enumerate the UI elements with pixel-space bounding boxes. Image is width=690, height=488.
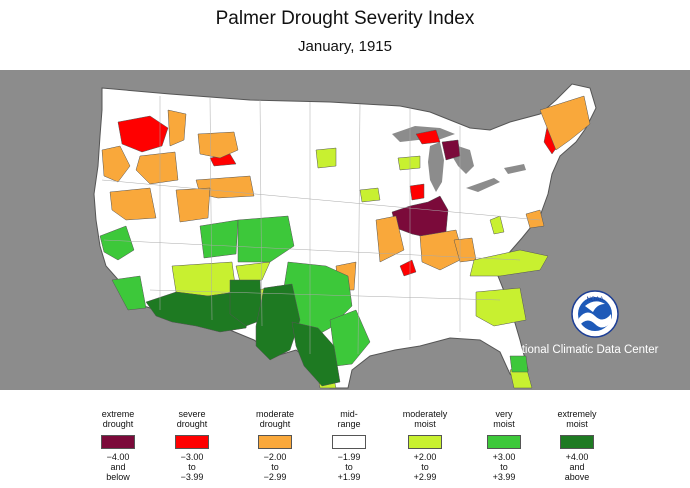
legend-range-line: to [421, 462, 429, 472]
lake-ontario [504, 164, 526, 174]
legend-label-line: severe [178, 409, 206, 419]
lake-michigan [428, 142, 444, 192]
legend-item-mid-range: mid-range −1.99 to +1.99 [306, 409, 392, 482]
map-subtitle: January, 1915 [298, 38, 392, 55]
legend-item-severe-drought: severe drought −3.00 to −3.99 [149, 409, 235, 482]
legend-range-line: +2.99 [413, 472, 437, 482]
legend-label: moderately moist [382, 409, 468, 429]
legend-label-line: extremely [557, 409, 597, 419]
legend-item-very-moist: very moist +3.00 to +3.99 [461, 409, 547, 482]
legend-range: +4.00 and above [534, 452, 620, 482]
extremely-moist-regions [145, 279, 341, 387]
legend-range: −1.99 to +1.99 [306, 452, 392, 482]
legend-label-line: very [495, 409, 513, 419]
legend-label: extremely moist [534, 409, 620, 429]
noaa-logo: NOAA [571, 290, 619, 338]
legend-range-line: above [564, 472, 590, 482]
ncdc-credit: National Climatic Data Center [507, 344, 659, 356]
legend-label-line: moderately [402, 409, 448, 419]
legend-range-line: −3.99 [180, 472, 204, 482]
legend-swatch [332, 435, 366, 449]
legend-range-line: +2.00 [413, 452, 437, 462]
extreme-drought-regions [391, 139, 461, 239]
legend-item-extremely-moist: extremely moist +4.00 and above [534, 409, 620, 482]
legend-label: mid-range [306, 409, 392, 429]
legend-range-line: −1.99 [337, 452, 361, 462]
noaa-logo-wave [579, 312, 611, 328]
legend-swatch [101, 435, 135, 449]
legend-range-line: to [500, 462, 508, 472]
legend-range-line: −3.00 [180, 452, 204, 462]
legend-swatch [487, 435, 521, 449]
legend-range-line: +1.99 [337, 472, 361, 482]
legend-range-line: −4.00 [106, 452, 130, 462]
noaa-logo-text: NOAA [586, 297, 603, 303]
legend-label: very moist [461, 409, 547, 429]
lake-erie [466, 178, 500, 192]
legend-label: severe drought [149, 409, 235, 429]
legend-swatch [258, 435, 292, 449]
legend-label-line: drought [102, 419, 134, 429]
map-title: Palmer Drought Severity Index [215, 8, 475, 29]
legend-range: +2.00 to +2.99 [382, 452, 468, 482]
legend-range-line: −2.00 [263, 452, 287, 462]
legend-item-moderately-moist: moderately moist +2.00 to +2.99 [382, 409, 468, 482]
legend-label: extreme drought [75, 409, 161, 429]
legend-swatch [175, 435, 209, 449]
legend-range-line: and [569, 462, 585, 472]
legend-label-line: drought [176, 419, 208, 429]
legend-range-line: to [345, 462, 353, 472]
legend-label-line: drought [259, 419, 291, 429]
legend-swatch [408, 435, 442, 449]
legend-range-line: +3.99 [492, 472, 516, 482]
legend-item-extreme-drought: extreme drought −4.00 and below [75, 409, 161, 482]
legend-label-line: moist [414, 419, 436, 429]
legend-label-line: extreme [101, 409, 135, 419]
legend-item-moderate-drought: moderate drought −2.00 to −2.99 [232, 409, 318, 482]
us-drought-map [0, 70, 690, 390]
legend-label-line: range [337, 419, 361, 429]
legend-range-line: +4.00 [565, 452, 589, 462]
moderate-drought-regions [101, 95, 591, 291]
legend-range: −3.00 to −3.99 [149, 452, 235, 482]
legend-range-line: and [110, 462, 126, 472]
noaa-logo-bird [585, 301, 605, 312]
legend-range-line: to [188, 462, 196, 472]
state-borders [101, 96, 541, 355]
legend-range: +3.00 to +3.99 [461, 452, 547, 482]
legend-range-line: below [106, 472, 130, 482]
legend: extreme drought −4.00 and below severe droug… [0, 409, 690, 488]
legend-label-line: mid- [340, 409, 358, 419]
legend-range-line: to [271, 462, 279, 472]
legend-range-line: +3.00 [492, 452, 516, 462]
legend-range: −4.00 and below [75, 452, 161, 482]
legend-label-line: moist [566, 419, 588, 429]
legend-range-line: −2.99 [263, 472, 287, 482]
legend-swatch [560, 435, 594, 449]
legend-label-line: moist [493, 419, 515, 429]
legend-range: −2.00 to −2.99 [232, 452, 318, 482]
legend-label: moderate drought [232, 409, 318, 429]
legend-label-line: moderate [255, 409, 295, 419]
